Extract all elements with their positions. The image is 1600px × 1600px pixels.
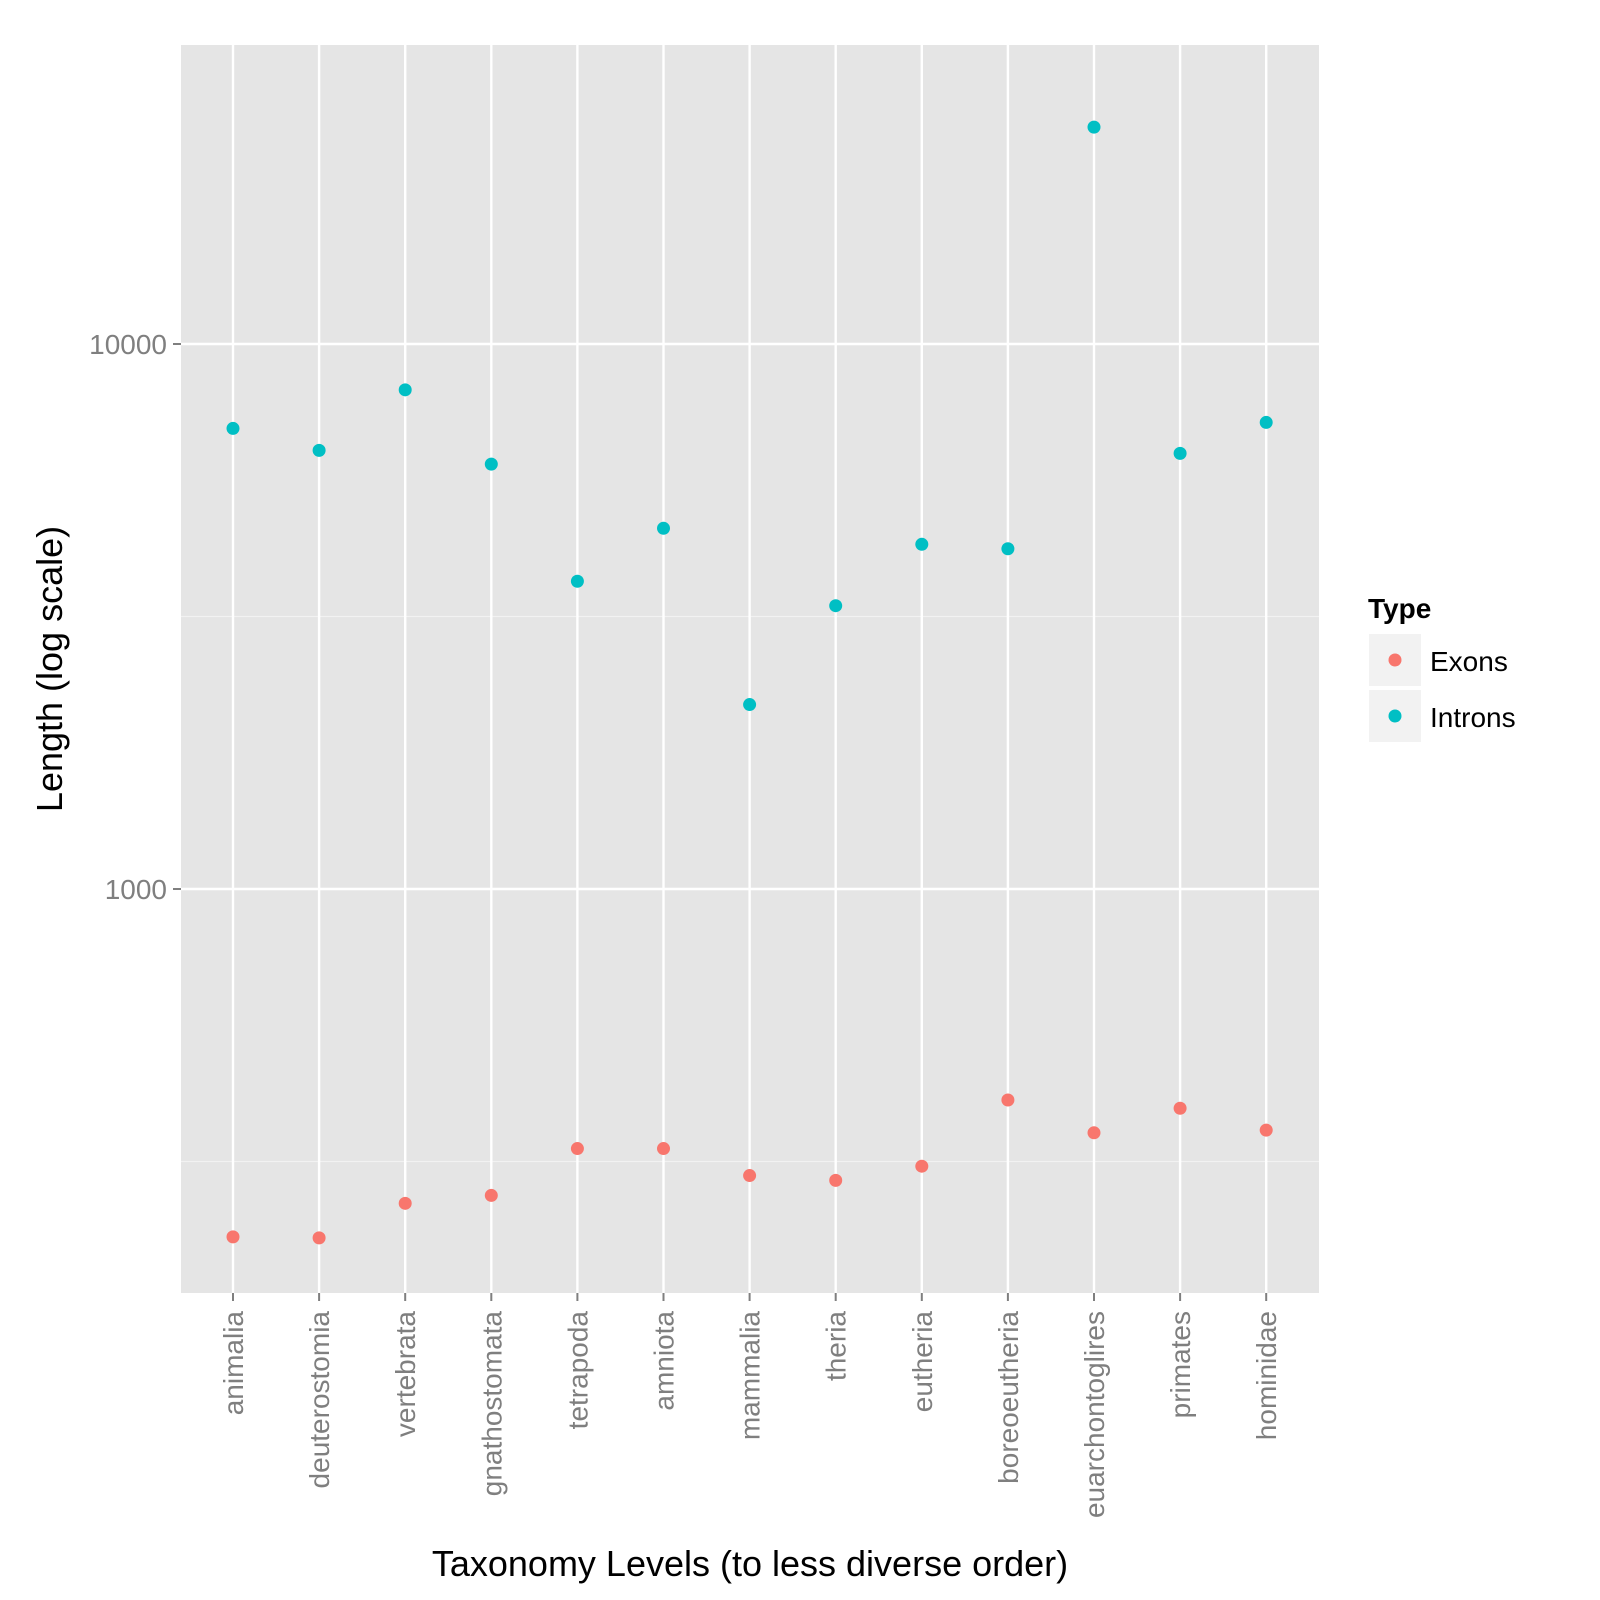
legend-label-introns: Introns	[1430, 702, 1516, 733]
point-exons-theria	[829, 1173, 843, 1187]
x-tick-label: theria	[821, 1311, 852, 1381]
point-introns-theria	[829, 599, 843, 613]
point-introns-euarchontoglires	[1087, 120, 1101, 134]
x-tick-label: vertebrata	[390, 1311, 421, 1437]
point-introns-boreoeutheria	[1001, 542, 1015, 556]
x-tick-label: primates	[1165, 1311, 1196, 1418]
y-tick-label: 10000	[89, 329, 167, 360]
legend-label-exons: Exons	[1430, 646, 1508, 677]
x-tick-label: eutheria	[907, 1311, 938, 1413]
major-gridlines	[181, 45, 1319, 1293]
y-axis: 1000 10000	[89, 329, 181, 905]
point-exons-deuterostomia	[312, 1231, 326, 1245]
x-axis: animalia deuterostomia vertebrata gnathosto…	[218, 1293, 1282, 1518]
data-points	[226, 120, 1273, 1245]
point-exons-boreoeutheria	[1001, 1093, 1015, 1107]
point-exons-eutheria	[915, 1159, 929, 1173]
point-exons-amniota	[657, 1142, 670, 1156]
point-exons-gnathostomata	[484, 1188, 498, 1202]
x-tick-label: hominidae	[1251, 1311, 1282, 1440]
x-tick-label: tetrapoda	[562, 1311, 593, 1430]
point-introns-gnathostomata	[484, 457, 498, 471]
point-exons-euarchontoglires	[1087, 1126, 1101, 1140]
point-exons-primates	[1173, 1101, 1187, 1115]
point-exons-hominidae	[1259, 1123, 1273, 1137]
point-exons-tetrapoda	[570, 1142, 584, 1156]
point-introns-amniota	[657, 521, 670, 535]
point-introns-hominidae	[1259, 415, 1273, 429]
point-exons-mammalia	[743, 1169, 757, 1183]
x-tick-label: deuterostomia	[304, 1311, 335, 1489]
x-tick-label: amniota	[649, 1311, 680, 1411]
legend-title: Type	[1368, 593, 1431, 624]
x-tick-label: euarchontoglires	[1079, 1311, 1110, 1518]
y-tick-label: 1000	[105, 874, 167, 905]
x-tick-label: animalia	[218, 1311, 249, 1416]
x-tick-label: gnathostomata	[476, 1311, 507, 1497]
y-axis-title: Length (log scale)	[29, 526, 70, 812]
point-introns-deuterostomia	[312, 443, 326, 457]
point-exons-vertebrata	[398, 1196, 412, 1210]
x-tick-label: boreoeutheria	[993, 1311, 1024, 1484]
point-introns-tetrapoda	[570, 574, 584, 588]
point-exons-animalia	[226, 1230, 240, 1244]
point-introns-animalia	[226, 421, 240, 435]
legend-dot-exons	[1388, 653, 1402, 667]
point-introns-mammalia	[743, 698, 757, 712]
legend: Type Exons Introns	[1368, 593, 1516, 742]
x-axis-title: Taxonomy Levels (to less diverse order)	[432, 1543, 1068, 1584]
point-introns-eutheria	[915, 537, 929, 551]
point-introns-vertebrata	[398, 383, 412, 397]
legend-dot-introns	[1388, 709, 1402, 723]
x-tick-label: mammalia	[735, 1311, 766, 1441]
point-introns-primates	[1173, 446, 1187, 460]
